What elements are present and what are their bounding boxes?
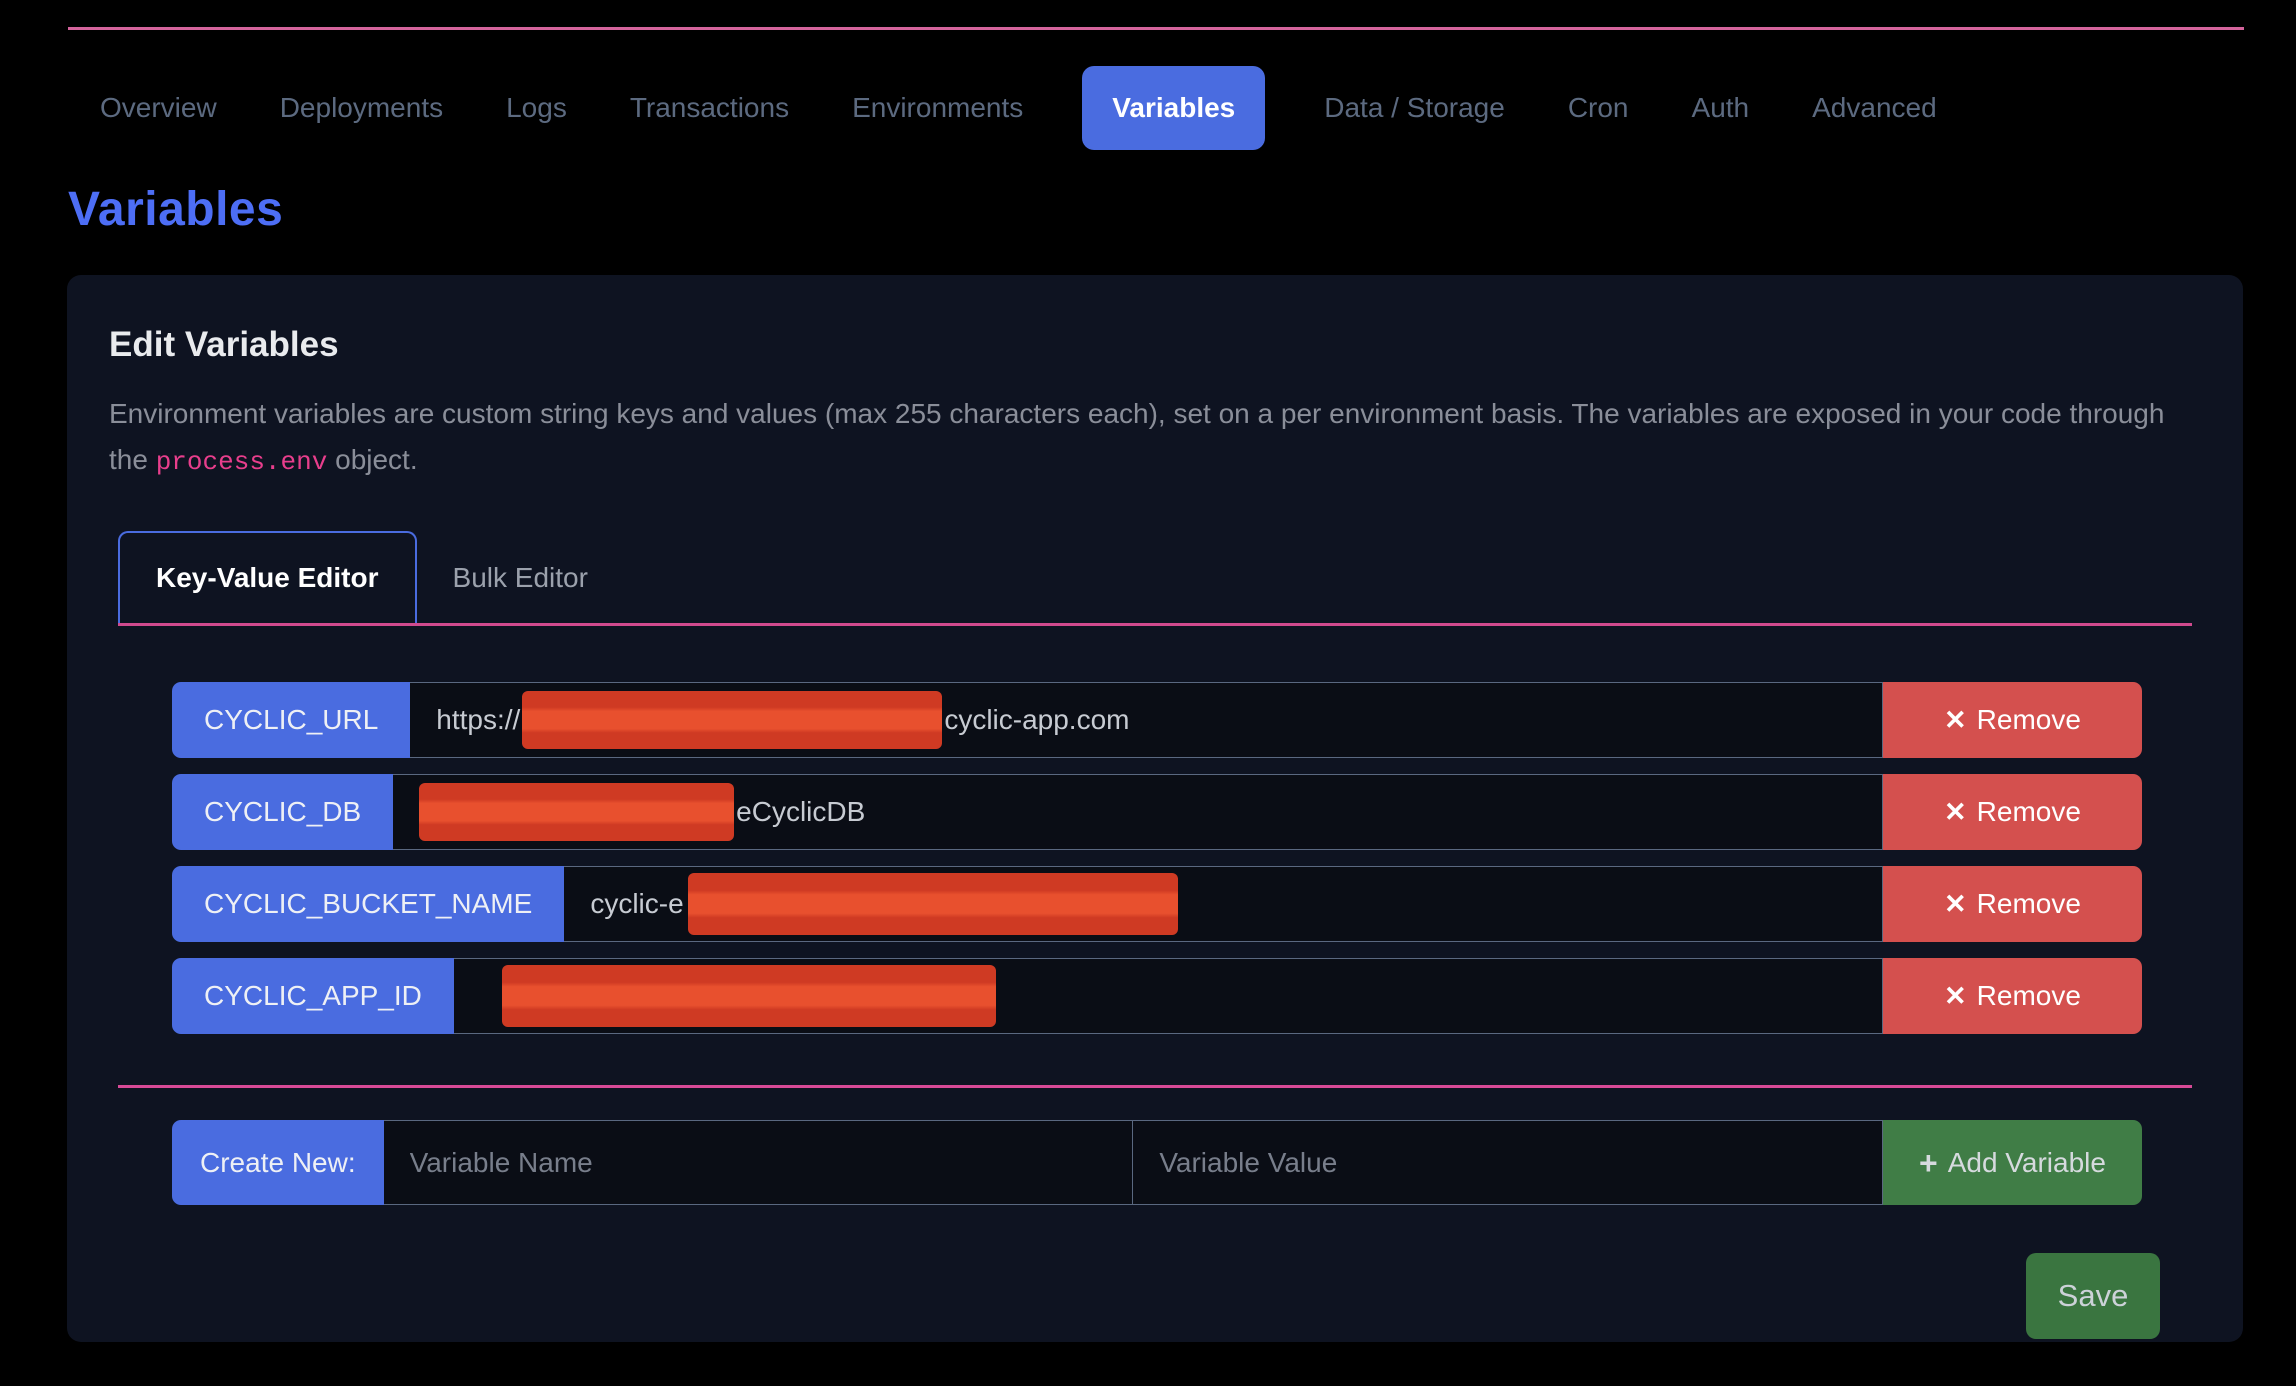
x-icon: ✕ bbox=[1944, 888, 1967, 919]
redaction-mark bbox=[501, 965, 996, 1027]
remove-button[interactable]: ✕ Remove bbox=[1883, 866, 2142, 942]
redaction-mark bbox=[419, 783, 735, 841]
value-suffix: cyclic-app.com bbox=[944, 704, 1130, 735]
tab-bulk-editor[interactable]: Bulk Editor bbox=[452, 562, 588, 593]
variable-value-input[interactable]: https:// cyclic-app.com bbox=[410, 682, 1883, 758]
redaction-mark bbox=[522, 691, 943, 749]
add-variable-button[interactable]: + Add Variable bbox=[1883, 1120, 2142, 1205]
variable-name-input[interactable] bbox=[383, 1120, 1134, 1205]
nav-tab-advanced[interactable]: Advanced bbox=[1812, 92, 1937, 123]
create-new-label: Create New: bbox=[172, 1120, 384, 1205]
add-variable-label: Add Variable bbox=[1947, 1146, 2106, 1178]
nav-tab-transactions[interactable]: Transactions bbox=[629, 92, 790, 123]
redaction-mark bbox=[687, 873, 1178, 935]
save-button[interactable]: Save bbox=[2026, 1253, 2160, 1339]
card-title: Edit Variables bbox=[109, 325, 339, 364]
description-text-end: object. bbox=[327, 444, 418, 475]
variable-key-label: CYCLIC_APP_ID bbox=[172, 958, 454, 1034]
variable-key-label: CYCLIC_DB bbox=[172, 774, 394, 850]
variable-value-input[interactable]: cyclic-e bbox=[564, 866, 1883, 942]
description-text: Environment variables are custom string … bbox=[109, 398, 2165, 475]
variable-rows: CYCLIC_URL https:// cyclic-app.com ✕ Rem… bbox=[172, 682, 2142, 1034]
x-icon: ✕ bbox=[1944, 704, 1967, 735]
variable-key-label: CYCLIC_BUCKET_NAME bbox=[172, 866, 565, 942]
nav-tab-logs[interactable]: Logs bbox=[506, 92, 567, 123]
variable-row-cyclic-url: CYCLIC_URL https:// cyclic-app.com ✕ Rem… bbox=[172, 682, 2142, 758]
create-new-row: Create New: + Add Variable bbox=[172, 1120, 2142, 1205]
value-suffix: eCyclicDB bbox=[736, 796, 866, 827]
value-prefix: cyclic-e bbox=[590, 888, 684, 919]
app-tabs-nav: Overview Deployments Logs Transactions E… bbox=[100, 62, 2256, 154]
remove-button[interactable]: ✕ Remove bbox=[1883, 682, 2142, 758]
process-env-code: process.env bbox=[155, 447, 328, 477]
remove-button-label: Remove bbox=[1976, 796, 2081, 827]
nav-tab-overview[interactable]: Overview bbox=[100, 92, 217, 123]
card-description: Environment variables are custom string … bbox=[109, 391, 2189, 485]
variable-value-input-new[interactable] bbox=[1133, 1120, 1883, 1205]
variable-value-input[interactable]: eCyclicDB bbox=[393, 774, 1883, 850]
page-title: Variables bbox=[68, 183, 284, 236]
nav-tab-environments[interactable]: Environments bbox=[852, 92, 1024, 123]
variable-row-cyclic-app-id: CYCLIC_APP_ID ✕ Remove bbox=[172, 958, 2142, 1034]
section-divider bbox=[118, 1085, 2192, 1088]
x-icon: ✕ bbox=[1944, 796, 1967, 827]
nav-tab-deployments[interactable]: Deployments bbox=[279, 92, 444, 123]
top-divider bbox=[68, 27, 2244, 30]
variable-row-cyclic-bucket-name: CYCLIC_BUCKET_NAME cyclic-e ✕ Remove bbox=[172, 866, 2142, 942]
value-prefix: https:// bbox=[436, 704, 521, 735]
remove-button[interactable]: ✕ Remove bbox=[1883, 774, 2142, 850]
remove-button[interactable]: ✕ Remove bbox=[1883, 958, 2142, 1034]
save-row: Save bbox=[109, 1253, 2160, 1339]
remove-button-label: Remove bbox=[1976, 888, 2081, 919]
nav-tab-variables[interactable]: Variables bbox=[1082, 66, 1266, 150]
plus-icon: + bbox=[1919, 1144, 1938, 1181]
variable-row-cyclic-db: CYCLIC_DB eCyclicDB ✕ Remove bbox=[172, 774, 2142, 850]
remove-button-label: Remove bbox=[1976, 980, 2081, 1011]
tab-key-value-editor[interactable]: Key-Value Editor bbox=[118, 531, 417, 623]
variable-key-label: CYCLIC_URL bbox=[172, 682, 411, 758]
nav-tab-cron[interactable]: Cron bbox=[1567, 92, 1629, 123]
variable-value-input[interactable] bbox=[453, 958, 1883, 1034]
nav-tab-auth[interactable]: Auth bbox=[1691, 92, 1750, 123]
editor-tabs: Key-Value Editor Bulk Editor bbox=[118, 531, 2192, 626]
nav-tab-data-storage[interactable]: Data / Storage bbox=[1324, 92, 1505, 123]
x-icon: ✕ bbox=[1944, 980, 1967, 1011]
remove-button-label: Remove bbox=[1976, 704, 2081, 735]
edit-variables-card: Edit Variables Environment variables are… bbox=[67, 275, 2243, 1342]
